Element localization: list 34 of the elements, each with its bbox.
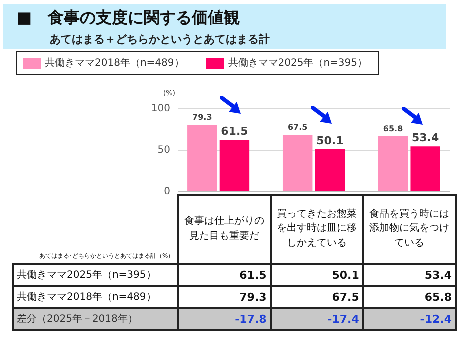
x-tick-label: 食事は仕上がりの見た目も重要だ bbox=[178, 195, 271, 264]
data-label: 67.5 bbox=[288, 122, 308, 132]
text: -12.4 bbox=[363, 308, 456, 330]
bar bbox=[410, 146, 440, 191]
text: 共働きママ2025年（n=395） bbox=[17, 270, 156, 281]
text: 50.1 bbox=[270, 264, 364, 286]
data-label: 50.1 bbox=[316, 134, 344, 148]
chart-subtitle: あてはまる＋どちらかというとあてはまる計 bbox=[50, 32, 270, 47]
y-tick-label: 0 bbox=[164, 186, 170, 198]
bar bbox=[315, 149, 346, 191]
text: 67.5 bbox=[270, 286, 364, 308]
data-label: 53.4 bbox=[412, 132, 440, 145]
text: 79.3 bbox=[178, 286, 271, 308]
text: 65.8 bbox=[363, 286, 456, 308]
x-tick-label: 食品を買う時には添加物に気をつけている bbox=[363, 195, 456, 264]
data-label: 61.5 bbox=[221, 124, 248, 138]
text: 差分（2025年－2018年） bbox=[13, 308, 178, 330]
x-tick-label: 買ってきたお惣菜を出す時は皿に移しかえている bbox=[270, 195, 364, 264]
bar bbox=[188, 125, 218, 191]
bar bbox=[220, 140, 250, 191]
text: 61.5 bbox=[178, 264, 271, 286]
legend-label: 共働きママ2025年（n=395） bbox=[227, 56, 368, 70]
y-tick-label: 100 bbox=[151, 104, 170, 114]
text: 共働きママ2018年（n=489） bbox=[17, 292, 156, 303]
data-label: 79.3 bbox=[192, 113, 212, 122]
legend-label: 共働きママ2018年（n=489） bbox=[44, 56, 184, 70]
text: -17.4 bbox=[270, 308, 364, 330]
chart-title: ■ 食事の支度に関する価値観 bbox=[17, 8, 240, 29]
y-tick-label: 50 bbox=[158, 145, 170, 156]
bar bbox=[282, 134, 313, 191]
text: -17.8 bbox=[178, 308, 271, 330]
data-label: 65.8 bbox=[383, 124, 404, 134]
text: 53.4 bbox=[363, 264, 456, 286]
bar bbox=[378, 136, 408, 191]
